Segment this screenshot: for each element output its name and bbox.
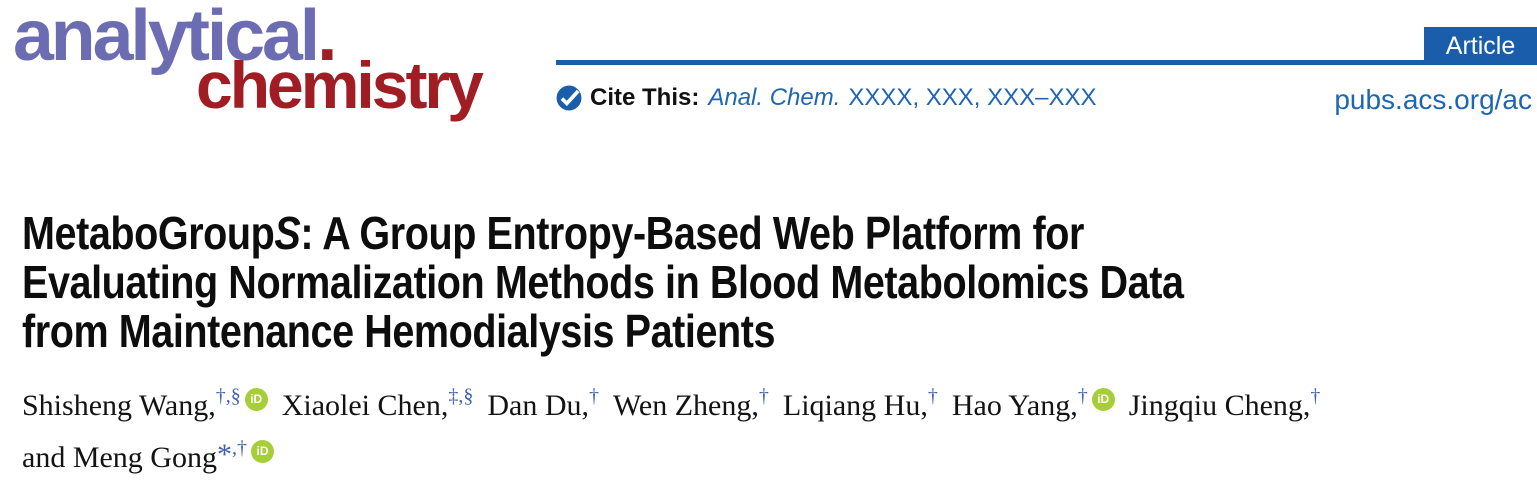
title-line-1-post: : A Group Entropy-Based Web Platform for [300, 207, 1084, 259]
title-line-3: from Maintenance Hemodialysis Patients [22, 305, 776, 357]
logo-word-chemistry: chemistry [196, 48, 484, 122]
orcid-icon[interactable]: iD [244, 388, 268, 411]
corresponding-author-asterisk: * [216, 438, 232, 471]
author[interactable]: Xiaolei Chen,‡,§ [281, 386, 474, 422]
author-affiliation-superscript: † [1077, 385, 1088, 407]
author-name: and Meng Gong [22, 441, 217, 474]
author-name: Shisheng Wang, [22, 389, 216, 422]
author[interactable]: Liqiang Hu,† [782, 386, 938, 422]
cite-this-label: Cite This: [590, 84, 700, 111]
orcid-icon[interactable]: iD [1091, 388, 1115, 411]
author-affiliation-superscript: †,§ [215, 385, 241, 407]
article-type-badge: Article [1424, 27, 1537, 65]
author-affiliation-superscript: ,† [231, 437, 247, 459]
title-line-2: Evaluating Normalization Methods in Bloo… [22, 256, 1184, 308]
author-affiliation-superscript: ‡,§ [448, 385, 474, 407]
article-title: MetaboGroupS: A Group Entropy-Based Web … [22, 209, 1373, 356]
orcid-icon[interactable]: iD [250, 440, 274, 463]
author[interactable]: Shisheng Wang,†,§ iD [22, 386, 268, 422]
author-list-line-2: and Meng Gong*,† iD [22, 438, 288, 475]
author-affiliation-superscript: † [758, 385, 769, 407]
logo-period: . [317, 0, 337, 76]
author[interactable]: Hao Yang,† iD [951, 386, 1115, 422]
author-name: Liqiang Hu, [782, 389, 928, 422]
author-list-line-1: Shisheng Wang,†,§ iD Xiaolei Chen,‡,§ Dan D… [22, 386, 1334, 423]
journal-url-link[interactable]: pubs.acs.org/ac [1334, 84, 1532, 115]
cite-this-row: Cite This: Anal. Chem. XXXX, XXX, XXX–XX… [556, 84, 1097, 112]
author-affiliation-superscript: † [1310, 385, 1321, 407]
cite-check-icon[interactable] [556, 85, 582, 111]
author[interactable]: Wen Zheng,† [613, 386, 769, 422]
title-line-1-pre: MetaboGroup [22, 207, 275, 259]
author[interactable]: and Meng Gong*,† iD [22, 438, 274, 474]
author-name: Xiaolei Chen, [281, 389, 449, 422]
author-name: Dan Du, [487, 389, 589, 422]
author[interactable]: Jingqiu Cheng,† [1128, 386, 1321, 422]
author-name: Jingqiu Cheng, [1128, 389, 1311, 422]
cite-citation-numbers: XXXX, XXX, XXX–XXX [848, 84, 1097, 111]
title-line-1: MetaboGroupS: A Group Entropy-Based Web … [22, 209, 1184, 258]
logo-analytical: analytical. [13, 0, 338, 72]
cite-journal-abbrev: Anal. Chem. [708, 84, 841, 111]
author-name: Wen Zheng, [613, 389, 759, 422]
author-affiliation-superscript: † [589, 385, 599, 407]
header-divider-rule [556, 60, 1424, 65]
author-affiliation-superscript: † [927, 385, 938, 407]
logo-word-analytical: analytical [13, 0, 320, 76]
author-name: Hao Yang, [951, 389, 1078, 422]
journal-logo: analytical. chemistry [13, 0, 484, 118]
title-line-1-italic-s: S [274, 207, 301, 259]
author[interactable]: Dan Du,† [487, 386, 599, 422]
